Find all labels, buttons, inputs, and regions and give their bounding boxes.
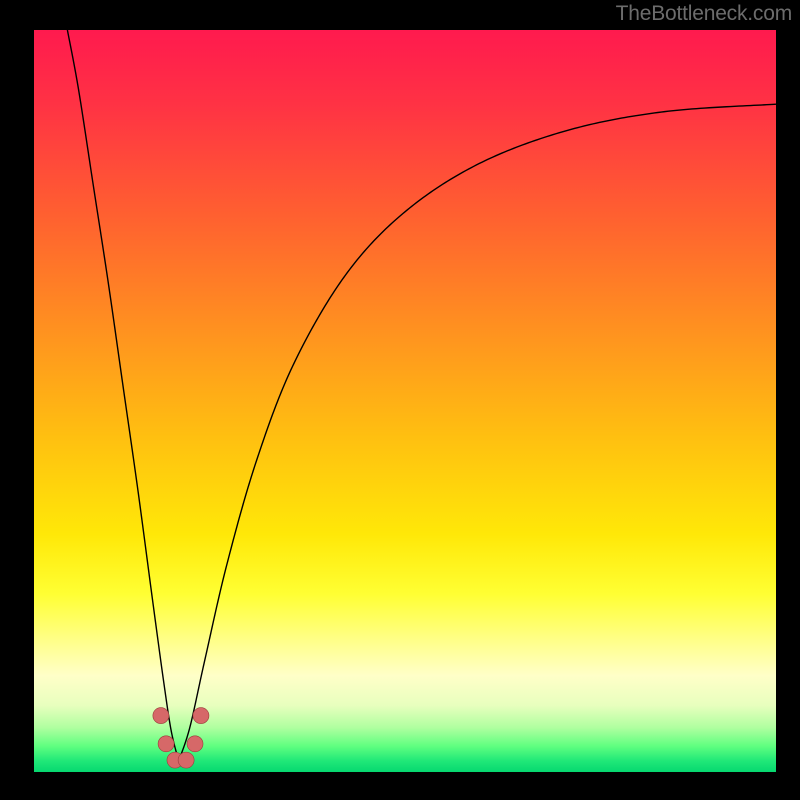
marker-point: [158, 736, 174, 752]
watermark-text: TheBottleneck.com: [616, 2, 792, 26]
marker-point: [187, 736, 203, 752]
marker-point: [178, 752, 194, 768]
marker-point: [153, 708, 169, 724]
marker-point: [193, 708, 209, 724]
chart-background: [34, 30, 776, 772]
bottleneck-chart: [0, 0, 800, 800]
